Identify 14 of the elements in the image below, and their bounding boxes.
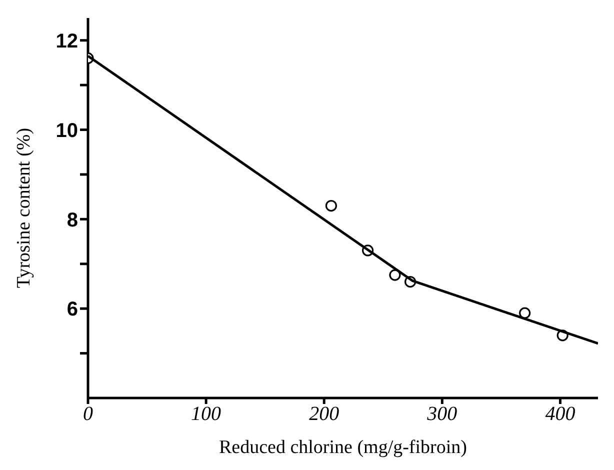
- y-tick-label: 6: [66, 298, 78, 321]
- x-tick-label: 200: [309, 403, 340, 426]
- y-axis-title: Tyrosine content (%): [14, 128, 35, 288]
- x-axis-title: Reduced chlorine (mg/g-fibroin): [219, 437, 467, 458]
- x-tick-label: 400: [545, 403, 576, 426]
- y-tick-label: 12: [56, 30, 78, 52]
- x-tick-label: 100: [191, 403, 222, 426]
- point: [389, 269, 401, 281]
- y-tick-label: 10: [56, 120, 78, 142]
- y-tick-label: 8: [66, 209, 78, 232]
- x-tick-label: 300: [426, 403, 458, 426]
- point: [519, 307, 531, 319]
- point: [325, 200, 337, 212]
- x-tick-label: 0: [83, 403, 93, 426]
